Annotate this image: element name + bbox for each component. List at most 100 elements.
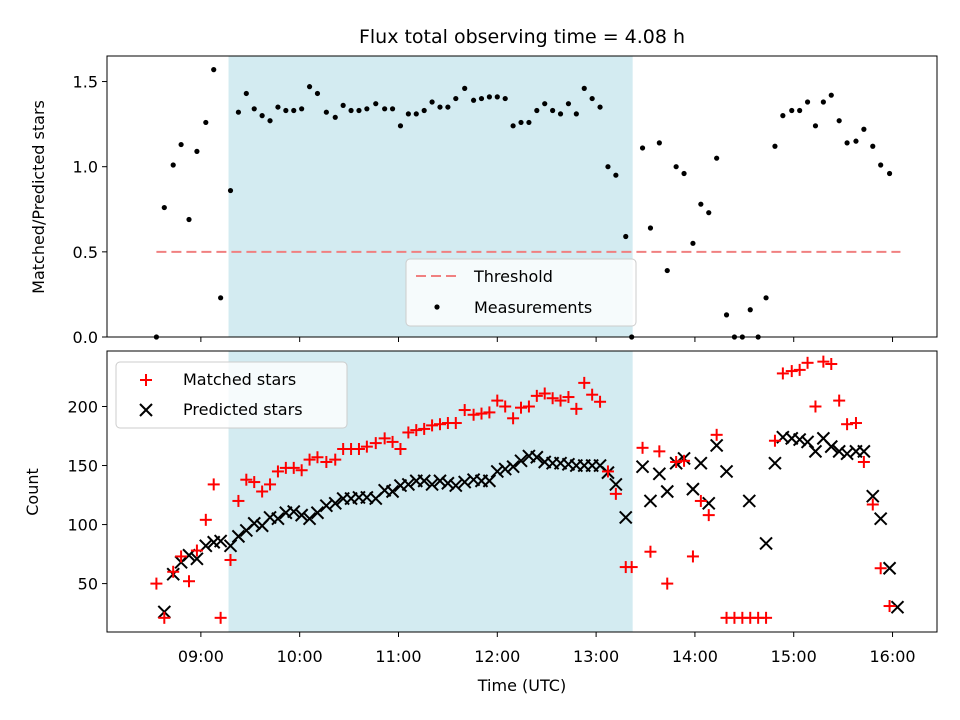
predicted-star-point [223,539,238,553]
matched-star-point [369,437,382,450]
measurement-point [780,113,786,119]
matched-star-point [240,473,253,486]
matched-star-point [167,565,180,578]
predicted-star-point-b [213,534,228,548]
measurement-point [405,111,411,117]
matched-star-point [694,494,707,507]
matched-star-point [418,422,431,435]
measurement-point [413,111,419,117]
measurement-point [853,138,859,144]
predicted-star-point [824,439,838,454]
measurement-point [605,164,611,170]
bottom-panel: 50 100 150 200 09:00 10:00 11:00 12:00 13:00 14:… [23,350,938,695]
measurement-point [557,111,564,117]
predicted-star-point [866,489,880,503]
predicted-star-point-b [652,467,667,481]
legend-measurements-swatch [434,304,440,310]
measurement-point [534,107,540,114]
predicted-star-point [328,496,342,511]
predicted-star-point-b [190,552,204,566]
measurement-point [445,104,451,110]
measurement-point [706,210,712,216]
matched-star-point [833,394,846,407]
predicted-star-point [287,504,301,519]
predicted-star-point [709,438,724,453]
predicted-star-point [643,494,658,508]
predicted-star-point [719,464,734,479]
predicted-star-point [792,432,807,447]
legend-predicted-swatch [139,403,153,417]
measurement-point [714,155,720,161]
predicted-star-point [482,474,497,488]
measurement-point [389,106,396,112]
matched-star-point [360,440,373,453]
measurement-point [681,170,687,177]
predicted-star-point [832,444,846,459]
predicted-star-point [635,459,650,474]
matched-star-point [594,395,607,408]
predicted-star-point [800,435,815,449]
legend-threshold-label: Threshold [473,267,553,286]
predicted-star-point-b [619,510,633,525]
measurement-point [820,99,826,105]
measurement-point [565,101,572,107]
predicted-star-point-b [742,494,756,508]
x-tick-label: 10:00 [277,647,323,666]
measurement-point [373,101,379,107]
top-y-ticks: 0.0 0.5 1.0 1.5 [73,73,107,347]
matched-star-point [849,417,862,430]
predicted-star-point-b [530,450,544,464]
predicted-star-point [401,477,416,492]
predicted-star-point [213,534,228,548]
predicted-star-point [310,506,325,520]
predicted-star-point [873,511,888,526]
predicted-star-point [694,456,708,470]
matched-star-point [661,577,674,590]
measurement-point [494,94,500,100]
y-tick-label: 1.0 [73,158,98,177]
matched-star-point [394,442,407,455]
predicted-star-point-b [457,475,472,489]
predicted-star-point-b [490,464,505,479]
matched-star-point [776,367,789,380]
predicted-star-point-b [425,477,439,492]
measurement-point [275,104,281,110]
matched-star-point [491,394,504,407]
measurement-point [573,111,579,117]
matched-star-point [578,376,591,389]
x-tick-label: 12:00 [474,647,520,666]
bottom-y-axis-title: Count [23,468,42,516]
predicted-star-point-b [310,506,325,520]
predicted-star-point-b [294,508,309,522]
measurement-point [194,148,200,154]
matched-star-point [636,441,649,454]
matched-star-point [295,464,308,477]
matched-star-point [329,453,342,466]
predicted-star-point [294,508,309,522]
matched-star-point [303,453,316,466]
measurement-point [259,113,265,119]
matched-star-point [287,461,300,474]
top-x-ticks [200,337,894,342]
predicted-star-point [619,510,633,525]
measurement-point [812,123,819,129]
predicted-star-point [247,516,261,531]
matched-star-point [866,498,879,511]
chart-title: Flux total observing time = 4.08 h [359,26,685,48]
matched-star-point [609,487,622,500]
y-tick-label: 200 [67,397,98,416]
predicted-star-point-b [328,496,342,511]
legend-measurements-label: Measurements [474,298,592,317]
predicted-star-point [441,476,455,490]
predicted-star-point-b [840,447,854,461]
x-tick-label: 11:00 [375,647,421,666]
legend-matched-swatch [140,374,152,386]
predicted-star-point-b [768,456,782,470]
measurement-point [763,295,769,301]
predicted-star-point [490,464,505,479]
measurement-point [844,140,850,146]
matched-star-point [426,419,439,432]
predicted-star-point [702,496,716,511]
matched-star-point [199,513,212,526]
